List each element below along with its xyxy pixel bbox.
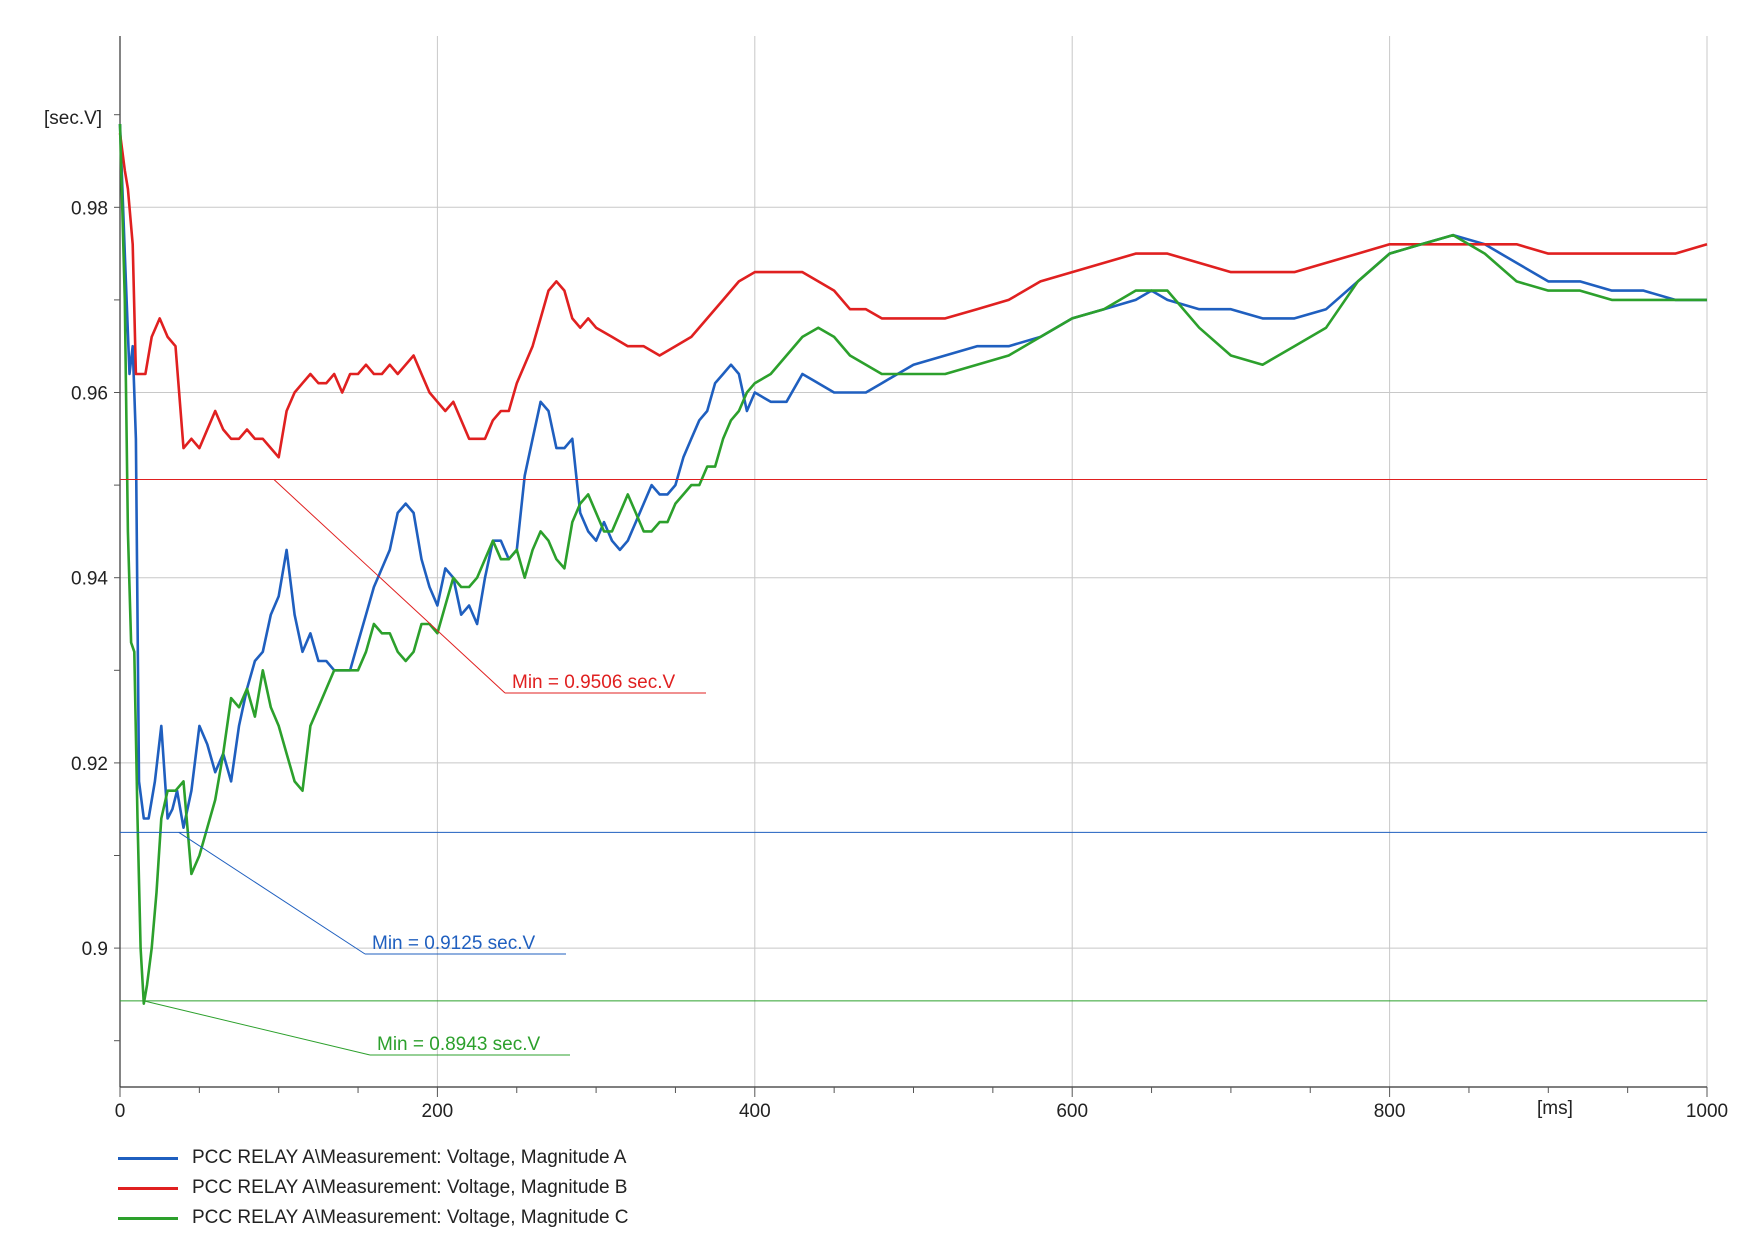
legend-swatch-b	[118, 1186, 178, 1190]
legend-swatch-a	[118, 1156, 178, 1160]
legend-item-b: PCC RELAY A\Measurement: Voltage, Magnit…	[118, 1173, 629, 1203]
min-label: Min = 0.9506 sec.V	[512, 672, 676, 693]
x-unit-label: [ms]	[1537, 1098, 1573, 1119]
y-tick-label: 0.94	[71, 569, 108, 590]
legend-swatch-c	[118, 1216, 178, 1220]
legend: PCC RELAY A\Measurement: Voltage, Magnit…	[118, 1143, 629, 1233]
legend-item-a: PCC RELAY A\Measurement: Voltage, Magnit…	[118, 1143, 629, 1173]
x-tick-label: 400	[739, 1101, 771, 1122]
series-line	[118, 123, 1707, 830]
grid-lines	[120, 36, 1708, 1087]
x-tick-label: 600	[1056, 1101, 1088, 1122]
min-label: Min = 0.8943 sec.V	[377, 1034, 541, 1055]
x-tick-label: 1000	[1686, 1101, 1728, 1122]
series-line	[118, 133, 1708, 459]
y-tick-label: 0.92	[71, 754, 108, 775]
legend-label-b: PCC RELAY A\Measurement: Voltage, Magnit…	[192, 1177, 628, 1198]
axes	[114, 36, 1708, 1097]
y-tick-label: 0.9	[82, 939, 108, 960]
series-line	[118, 123, 1707, 1006]
series-lines	[118, 123, 1708, 1006]
legend-label-a: PCC RELAY A\Measurement: Voltage, Magnit…	[192, 1147, 627, 1168]
x-tick-label: 0	[115, 1101, 126, 1122]
y-tick-label: 0.96	[71, 384, 108, 405]
x-tick-label: 200	[422, 1101, 454, 1122]
legend-label-c: PCC RELAY A\Measurement: Voltage, Magnit…	[192, 1207, 629, 1228]
min-leader-line	[178, 831, 366, 955]
tick-labels: 0 200 400 600 800 1000 0.9 0.92 0.94 0.96 0.98	[71, 198, 1728, 1122]
min-leader-line	[143, 1000, 371, 1056]
y-unit-label: [sec.V]	[44, 108, 102, 129]
min-annotations: Min = 0.9506 sec.V Min = 0.9125 sec.V Min …	[120, 479, 1707, 1056]
min-leader-line	[273, 479, 506, 694]
min-label: Min = 0.9125 sec.V	[372, 933, 536, 954]
legend-item-c: PCC RELAY A\Measurement: Voltage, Magnit…	[118, 1203, 629, 1233]
x-tick-label: 800	[1374, 1101, 1406, 1122]
y-tick-label: 0.98	[71, 198, 108, 219]
